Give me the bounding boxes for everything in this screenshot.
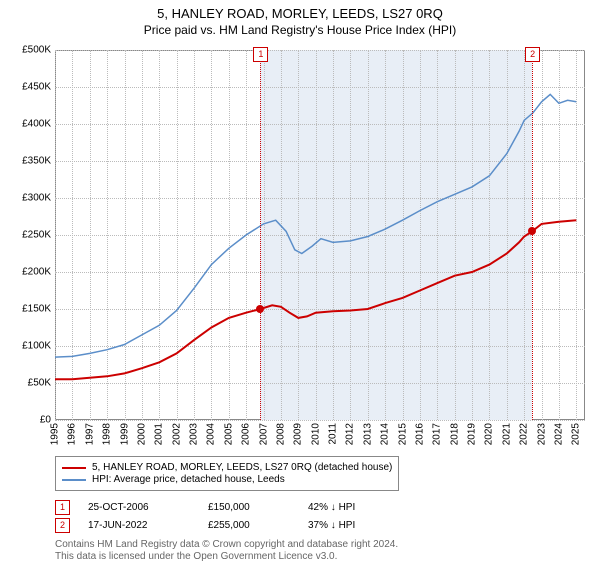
x-axis-label: 2006	[241, 423, 252, 445]
credit-text: Contains HM Land Registry data © Crown c…	[55, 539, 585, 563]
x-axis-label: 2021	[501, 423, 512, 445]
y-axis-label: £150K	[22, 304, 51, 315]
x-axis-label: 2022	[519, 423, 530, 445]
x-axis-label: 2003	[189, 423, 200, 445]
y-axis-label: £500K	[22, 45, 51, 56]
x-axis-label: 1995	[50, 423, 61, 445]
marker-dot-2	[528, 227, 536, 235]
transactions-list: 1 25-OCT-2006£150,00042% ↓ HPI 2 17-JUN-202…	[55, 500, 585, 533]
gridline-h	[55, 420, 585, 421]
transaction-pct: 37% ↓ HPI	[308, 520, 408, 531]
transaction-row: 2 17-JUN-2022£255,00037% ↓ HPI	[55, 518, 585, 533]
x-axis-label: 2019	[467, 423, 478, 445]
x-axis-label: 2005	[223, 423, 234, 445]
x-axis-label: 2008	[275, 423, 286, 445]
x-axis-label: 2001	[154, 423, 165, 445]
x-axis-label: 2012	[345, 423, 356, 445]
x-axis-label: 1996	[67, 423, 78, 445]
chart-title: 5, HANLEY ROAD, MORLEY, LEEDS, LS27 0RQ	[0, 6, 600, 21]
transaction-date: 17-JUN-2022	[88, 520, 208, 531]
credit-line-2: This data is licensed under the Open Gov…	[55, 551, 585, 563]
transaction-marker: 2	[55, 518, 70, 533]
x-axis-label: 2013	[362, 423, 373, 445]
x-axis-label: 2018	[449, 423, 460, 445]
y-axis-label: £350K	[22, 156, 51, 167]
x-axis-label: 2017	[432, 423, 443, 445]
legend-swatch	[62, 467, 86, 469]
legend-box: 5, HANLEY ROAD, MORLEY, LEEDS, LS27 0RQ …	[55, 456, 399, 491]
transaction-date: 25-OCT-2006	[88, 502, 208, 513]
marker-dashline	[532, 60, 533, 420]
legend-label: HPI: Average price, detached house, Leed…	[92, 474, 285, 485]
marker-dashline	[260, 60, 261, 420]
x-axis-label: 1998	[102, 423, 113, 445]
x-axis-label: 2025	[571, 423, 582, 445]
y-axis-label: £450K	[22, 82, 51, 93]
x-axis-label: 2002	[171, 423, 182, 445]
y-axis-label: £100K	[22, 341, 51, 352]
chart-footer: 5, HANLEY ROAD, MORLEY, LEEDS, LS27 0RQ …	[55, 456, 585, 563]
y-axis-label: £200K	[22, 267, 51, 278]
legend-item: 5, HANLEY ROAD, MORLEY, LEEDS, LS27 0RQ …	[62, 462, 392, 473]
x-axis-label: 2011	[328, 423, 339, 445]
x-axis-label: 2000	[136, 423, 147, 445]
x-axis-label: 2024	[553, 423, 564, 445]
legend-label: 5, HANLEY ROAD, MORLEY, LEEDS, LS27 0RQ …	[92, 462, 392, 473]
x-axis-label: 2020	[484, 423, 495, 445]
transaction-price: £255,000	[208, 520, 308, 531]
x-axis-label: 2015	[397, 423, 408, 445]
y-axis-label: £300K	[22, 193, 51, 204]
y-axis-label: £400K	[22, 119, 51, 130]
y-axis-label: £250K	[22, 230, 51, 241]
x-axis-label: 2014	[380, 423, 391, 445]
legend-item: HPI: Average price, detached house, Leed…	[62, 474, 392, 485]
marker-box-1: 1	[253, 47, 268, 62]
x-axis-label: 2016	[414, 423, 425, 445]
series-hpi	[55, 94, 576, 357]
x-axis-label: 2007	[258, 423, 269, 445]
transaction-pct: 42% ↓ HPI	[308, 502, 408, 513]
marker-dot-1	[256, 305, 264, 313]
x-axis-label: 2010	[310, 423, 321, 445]
x-axis-label: 2004	[206, 423, 217, 445]
chart-plot-area: £0£50K£100K£150K£200K£250K£300K£350K£400…	[55, 50, 585, 420]
chart-container: 5, HANLEY ROAD, MORLEY, LEEDS, LS27 0RQ …	[0, 6, 600, 566]
transaction-marker: 1	[55, 500, 70, 515]
marker-box-2: 2	[525, 47, 540, 62]
credit-line-1: Contains HM Land Registry data © Crown c…	[55, 539, 585, 551]
x-axis-label: 2023	[536, 423, 547, 445]
x-axis-label: 2009	[293, 423, 304, 445]
transaction-price: £150,000	[208, 502, 308, 513]
line-series-svg	[55, 50, 585, 420]
chart-subtitle: Price paid vs. HM Land Registry's House …	[0, 23, 600, 37]
transaction-row: 1 25-OCT-2006£150,00042% ↓ HPI	[55, 500, 585, 515]
x-axis-label: 1997	[84, 423, 95, 445]
x-axis-label: 1999	[119, 423, 130, 445]
legend-swatch	[62, 479, 86, 481]
y-axis-label: £50K	[28, 378, 51, 389]
